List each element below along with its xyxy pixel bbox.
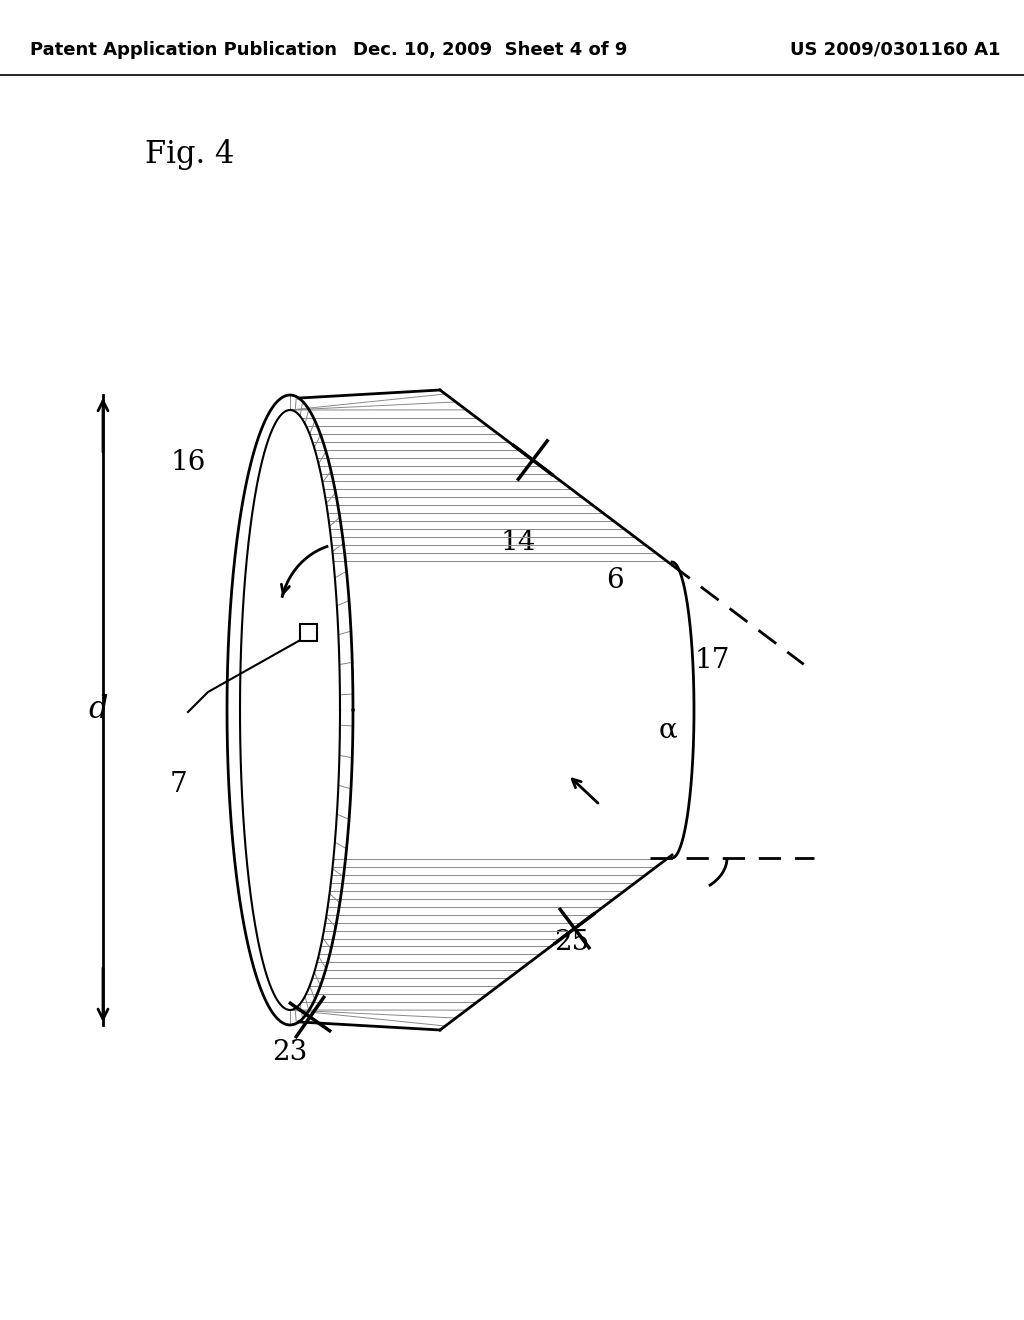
Text: Dec. 10, 2009  Sheet 4 of 9: Dec. 10, 2009 Sheet 4 of 9 xyxy=(353,41,627,59)
Text: Patent Application Publication: Patent Application Publication xyxy=(30,41,337,59)
Text: 23: 23 xyxy=(272,1039,307,1065)
Text: Fig. 4: Fig. 4 xyxy=(145,140,234,170)
Text: α: α xyxy=(658,717,677,743)
Bar xyxy=(299,623,316,640)
Text: d: d xyxy=(88,694,108,726)
Text: US 2009/0301160 A1: US 2009/0301160 A1 xyxy=(790,41,1000,59)
Text: 16: 16 xyxy=(170,449,206,475)
Text: 17: 17 xyxy=(694,647,730,673)
Text: 25: 25 xyxy=(554,928,590,956)
Text: 14: 14 xyxy=(501,528,536,556)
Text: 6: 6 xyxy=(606,566,624,594)
Text: 7: 7 xyxy=(169,771,186,799)
